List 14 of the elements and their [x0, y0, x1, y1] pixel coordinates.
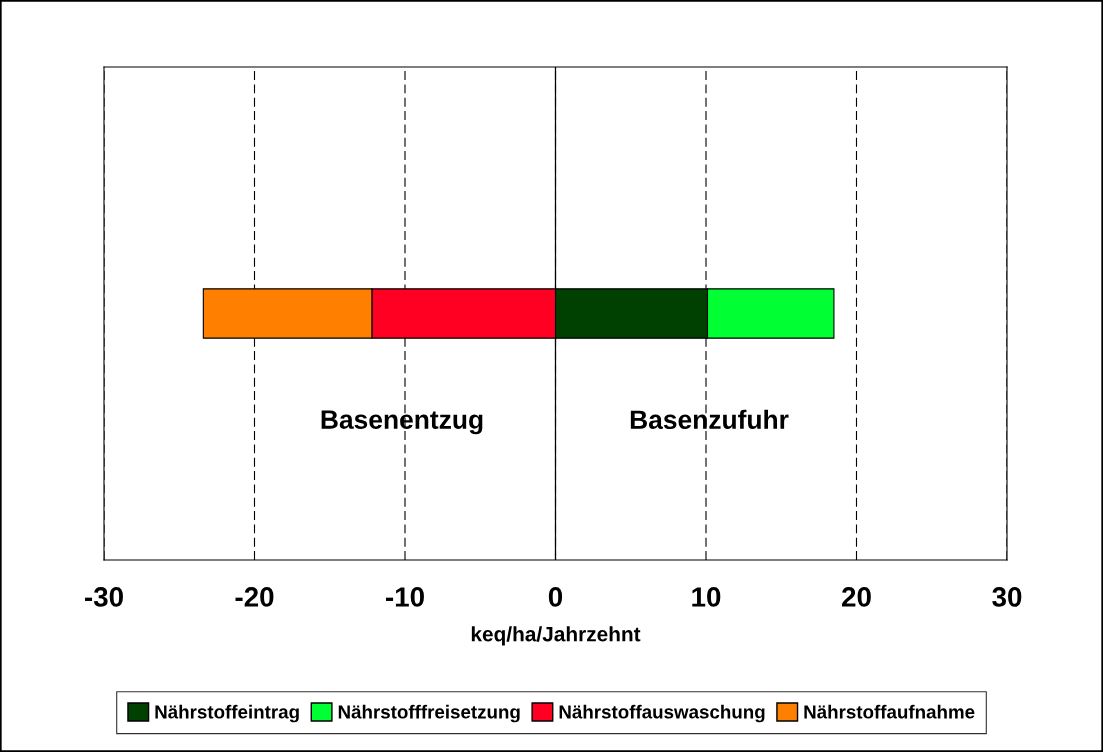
x-tick-label: -20	[235, 587, 274, 607]
x-tick-label: 20	[842, 587, 871, 607]
x-axis-title: keq/ha/Jahrzehnt	[471, 626, 641, 646]
legend-label: Nährstoffauswaschung	[559, 704, 765, 723]
x-tick-label: -30	[85, 587, 123, 607]
x-tick-label: 0	[548, 587, 563, 607]
legend-label: Nährstoffeintrag	[155, 704, 299, 723]
legend-label: Nährstoffaufnahme	[804, 704, 975, 719]
x-tick-label: -10	[386, 587, 424, 607]
legend-label: Nährstofffreisetzung	[338, 704, 520, 723]
annotation: Basenzufuhr	[630, 409, 789, 430]
x-tick-label: 10	[692, 587, 721, 607]
x-tick-label: 30	[992, 587, 1022, 607]
annotation: Basenentzug	[321, 410, 483, 435]
